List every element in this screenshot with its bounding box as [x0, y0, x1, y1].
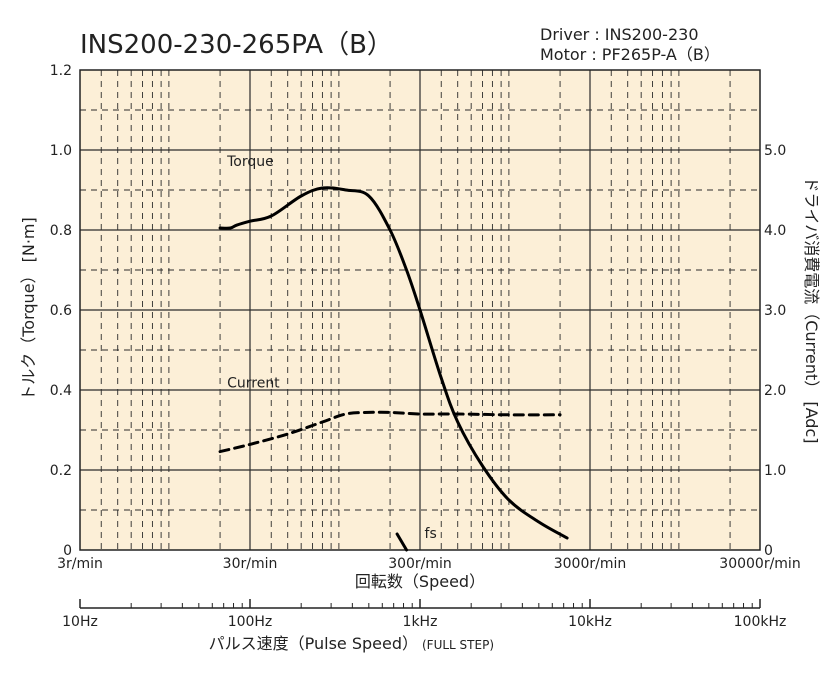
- y2-axis-label: ドライバ消費電流（Current） [Adc]: [802, 177, 821, 444]
- current-series-label: Current: [227, 376, 280, 392]
- y-tick-label: 0.4: [50, 383, 72, 399]
- pulse-axis-label: パルス速度（Pulse Speed）: [209, 634, 418, 653]
- y2-tick-label: 4.0: [764, 223, 786, 239]
- y-tick-label: 0: [63, 543, 72, 559]
- pulse-tick-label: 100kHz: [734, 614, 787, 630]
- plot-frame: [79, 69, 761, 551]
- y-tick-label: 0.8: [50, 223, 72, 239]
- fs-marker-line: [395, 532, 409, 552]
- fs-label: fs: [425, 526, 437, 542]
- pulse-speed-axis: 10Hz 100Hz 1kHz 10kHz 100kHz: [62, 599, 786, 630]
- y2-tick-label: 0: [764, 543, 773, 559]
- motor-subtitle: Motor : PF265P-A（B）: [540, 45, 720, 64]
- pulse-tick-label: 10Hz: [62, 614, 98, 630]
- y2-tick-label: 5.0: [764, 143, 786, 159]
- pulse-tick-label: 1kHz: [403, 614, 438, 630]
- x-tick-label: 30r/min: [223, 556, 278, 572]
- y-tick-label: 0.2: [50, 463, 72, 479]
- y-axis-label: トルク（Torque） [N·m]: [19, 217, 38, 401]
- y2-tick-label: 2.0: [764, 383, 786, 399]
- x-tick-label: 3r/min: [57, 556, 103, 572]
- y-tick-label: 1.0: [50, 143, 72, 159]
- torque-series-line: [218, 186, 569, 540]
- x-tick-label: 3000r/min: [554, 556, 627, 572]
- x-tick-label: 30000r/min: [719, 556, 800, 572]
- pulse-axis-note: (FULL STEP): [422, 638, 494, 652]
- pulse-tick-label: 10kHz: [568, 614, 612, 630]
- current-series-line: [218, 410, 562, 454]
- chart-title: INS200-230-265PA（B）: [80, 30, 393, 60]
- y-tick-label: 0.6: [50, 303, 72, 319]
- x-tick-label: 300r/min: [388, 556, 452, 572]
- y-tick-label: 1.2: [50, 63, 72, 79]
- torque-series-label: Torque: [226, 154, 274, 170]
- y2-tick-label: 1.0: [764, 463, 786, 479]
- y2-tick-label: 3.0: [764, 303, 786, 319]
- x-axis-label: 回転数（Speed）: [355, 572, 485, 591]
- driver-subtitle: Driver : INS200-230: [540, 25, 699, 44]
- pulse-tick-label: 100Hz: [228, 614, 273, 630]
